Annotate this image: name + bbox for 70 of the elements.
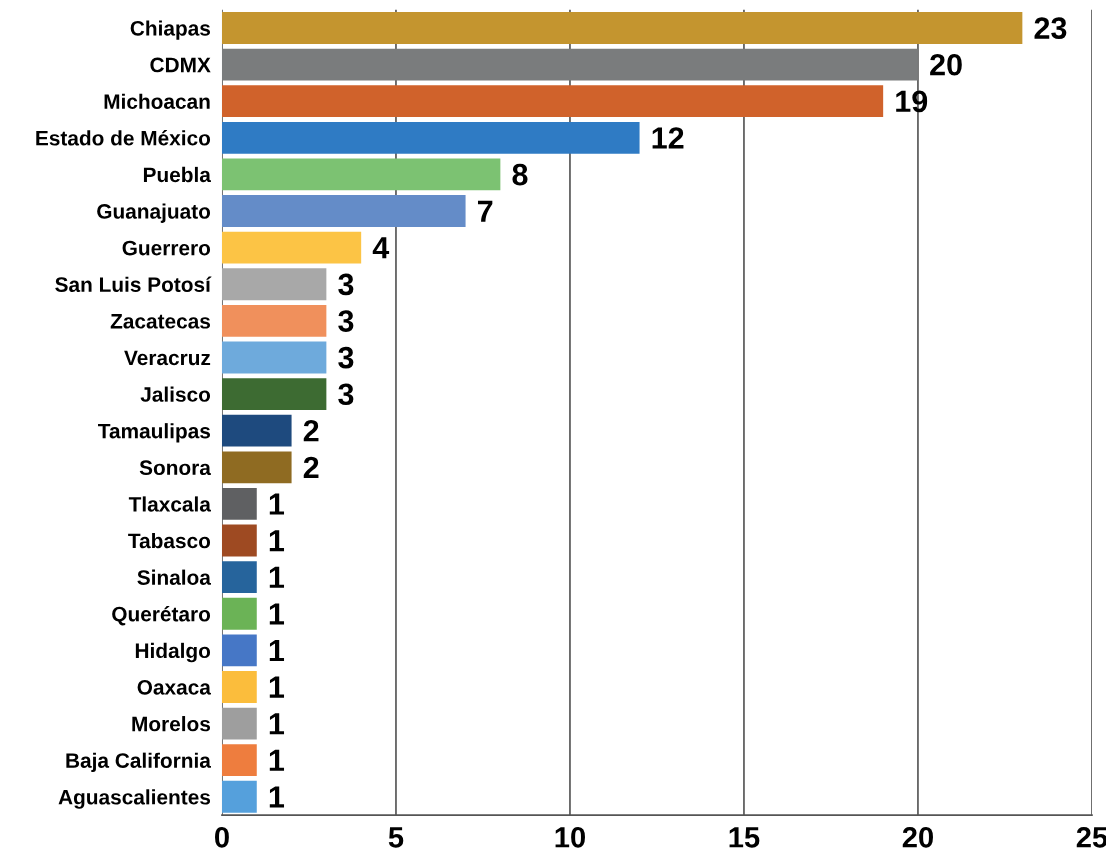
- y-tick-label: Hidalgo: [135, 642, 211, 663]
- y-tick-label: Michoacan: [104, 93, 210, 109]
- data-label: 1: [269, 530, 285, 552]
- data-label: 4: [372, 237, 390, 259]
- y-tick-label: Jalisco: [140, 386, 211, 402]
- bar: [221, 268, 327, 301]
- bar: [221, 524, 257, 557]
- y-tick-label: Chiapas: [130, 20, 211, 40]
- y-tick-label: Guerrero: [122, 240, 211, 256]
- bar: [221, 304, 327, 337]
- y-tick-label: Aguascalientes: [58, 789, 211, 809]
- data-label: 1: [269, 749, 285, 771]
- y-tick-label: Sonora: [139, 460, 211, 476]
- y-tick-label: Veracruz: [124, 350, 211, 366]
- y-tick-label: Guanajuato: [97, 203, 211, 223]
- y-tick-label: Baja California: [66, 752, 211, 773]
- bar: [221, 634, 257, 667]
- bar: [221, 451, 292, 484]
- data-label: 1: [269, 676, 285, 698]
- data-label: 3: [338, 310, 354, 332]
- data-label: 3: [338, 346, 354, 369]
- bar: [221, 121, 640, 154]
- y-tick-label: Tlaxcala: [128, 496, 211, 512]
- data-label: 1: [269, 493, 285, 515]
- data-label: 7: [477, 200, 493, 222]
- y-tick-label: Puebla: [143, 166, 211, 183]
- data-label: 2: [303, 456, 319, 478]
- data-label: 1: [269, 713, 285, 735]
- data-label: 1: [269, 603, 285, 625]
- data-label: 20: [930, 53, 962, 76]
- x-tick-label: 10: [555, 826, 585, 848]
- y-tick-label: Sinaloa: [137, 569, 211, 585]
- bar: [221, 48, 918, 81]
- data-label: 12: [652, 127, 684, 149]
- y-tick-label: Estado de México: [36, 130, 211, 146]
- bar: [221, 85, 884, 118]
- data-label: 23: [1034, 17, 1067, 39]
- y-tick-label: Zacatecas: [110, 314, 211, 329]
- y-tick-label: San Luis Potosí: [55, 276, 212, 292]
- bar: [221, 744, 257, 777]
- y-tick-label: CDMX: [150, 57, 211, 73]
- y-tick-label: Tamaulipas: [98, 423, 211, 443]
- data-label: 8: [512, 163, 528, 186]
- data-label: 1: [269, 640, 285, 662]
- bar: [221, 414, 292, 447]
- bar: [221, 597, 257, 630]
- bar: [221, 780, 257, 813]
- y-tick-label: Querétaro: [112, 606, 211, 626]
- data-label: 3: [338, 383, 354, 406]
- y-tick-label: Oaxaca: [137, 679, 211, 695]
- y-tick-label: Morelos: [132, 716, 211, 732]
- x-tick-label: 20: [902, 826, 933, 848]
- bar: [221, 341, 327, 374]
- bar: [221, 671, 257, 703]
- bar: [221, 707, 257, 740]
- bar: [221, 158, 501, 191]
- data-label: 3: [338, 273, 354, 296]
- data-label: 2: [303, 420, 319, 442]
- x-tick-label: 15: [729, 827, 760, 848]
- bar: [221, 561, 257, 594]
- x-tick-label: 0: [215, 826, 229, 848]
- bar: [221, 195, 466, 227]
- bar: [221, 378, 327, 410]
- data-label: 1: [269, 566, 285, 588]
- x-tick-label: 5: [388, 827, 404, 848]
- y-tick-label: Tabasco: [128, 532, 211, 549]
- bar: [221, 12, 1023, 44]
- bar: [221, 231, 362, 264]
- data-label: 1: [269, 786, 285, 808]
- bar: [221, 487, 257, 520]
